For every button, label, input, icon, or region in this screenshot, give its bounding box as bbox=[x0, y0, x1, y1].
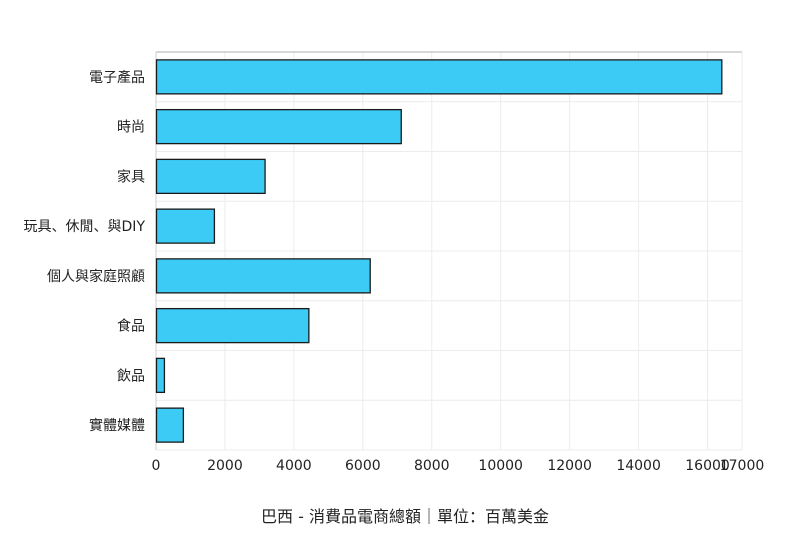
bar bbox=[155, 258, 371, 294]
bar bbox=[155, 208, 216, 244]
x-tick-label: 6000 bbox=[345, 458, 381, 474]
x-tick-label: 10000 bbox=[478, 458, 523, 474]
x-tick-label: 16000 bbox=[685, 458, 730, 474]
category-label: 家具 bbox=[117, 168, 145, 185]
bar bbox=[155, 307, 310, 344]
x-tick-label: 17000 bbox=[720, 458, 765, 474]
x-tick-label: 14000 bbox=[616, 458, 661, 474]
bar bbox=[155, 407, 185, 443]
x-tick-label: 0 bbox=[152, 458, 161, 474]
chart-caption: 巴西 - 消費品電商總額｜單位：百萬美金 bbox=[261, 507, 549, 526]
bar bbox=[155, 158, 266, 195]
category-label: 飲品 bbox=[117, 368, 145, 384]
bar bbox=[155, 59, 723, 95]
x-tick-label: 4000 bbox=[276, 458, 312, 474]
x-tick-label: 8000 bbox=[414, 458, 450, 474]
category-label: 時尚 bbox=[117, 120, 145, 136]
category-label: 電子產品 bbox=[89, 69, 145, 86]
x-tick-label: 2000 bbox=[207, 458, 243, 474]
x-tick-label: 12000 bbox=[547, 458, 592, 474]
bar bbox=[155, 108, 402, 145]
category-label: 玩具、休閒、與DIY bbox=[24, 219, 146, 235]
category-label: 個人與家庭照顧 bbox=[47, 268, 145, 285]
category-label: 實體媒體 bbox=[89, 417, 145, 434]
category-label: 食品 bbox=[117, 318, 145, 335]
bar bbox=[155, 357, 166, 394]
